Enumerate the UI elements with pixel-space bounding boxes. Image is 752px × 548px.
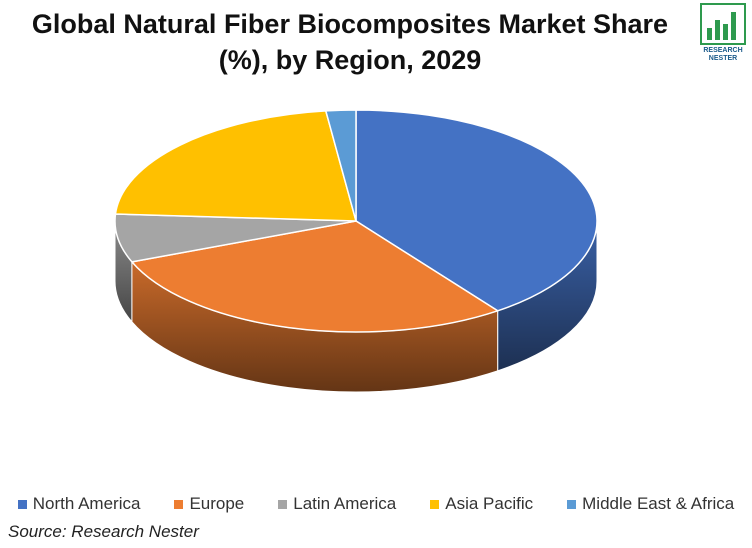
legend-label: North America bbox=[32, 494, 141, 513]
chart-title-line-2: (%), by Region, 2029 bbox=[218, 45, 482, 75]
legend-item[interactable]: Europe bbox=[174, 494, 244, 514]
legend-swatch bbox=[430, 499, 440, 509]
legend-label: Asia Pacific bbox=[445, 494, 534, 513]
legend-label: Latin America bbox=[293, 494, 397, 513]
legend-swatch bbox=[278, 499, 288, 509]
legend-item[interactable]: Middle East & Africa bbox=[567, 494, 734, 514]
pie-slice-middle-east-africa[interactable] bbox=[325, 109, 357, 222]
pie-slice-europe[interactable] bbox=[131, 220, 499, 333]
pie-chart bbox=[114, 109, 598, 393]
legend-item[interactable]: Asia Pacific bbox=[430, 494, 533, 514]
legend-swatch bbox=[174, 499, 184, 509]
legend-item[interactable]: Latin America bbox=[278, 494, 396, 514]
pie-slice-latin-america[interactable] bbox=[114, 213, 357, 263]
logo-text-line-2: NESTER bbox=[709, 55, 737, 62]
chart-title: Global Natural Fiber Biocomposites Marke… bbox=[0, 6, 700, 78]
chart-title-line-1: Global Natural Fiber Biocomposites Marke… bbox=[31, 9, 669, 39]
source-note: Source: Research Nester bbox=[8, 522, 199, 541]
logo-text-line-1: RESEARCH bbox=[703, 47, 742, 54]
legend-label: Europe bbox=[189, 494, 245, 513]
legend-swatch bbox=[17, 499, 27, 509]
legend-item[interactable]: North America bbox=[17, 494, 141, 514]
pie-slice-north-america[interactable] bbox=[355, 109, 598, 312]
research-nester-logo: RESEARCH NESTER bbox=[700, 3, 746, 62]
legend: North America Europe Latin America Asia Pac… bbox=[0, 494, 752, 514]
legend-label: Middle East & Africa bbox=[582, 494, 735, 513]
legend-swatch bbox=[567, 499, 577, 509]
pie-slice-asia-pacific[interactable] bbox=[114, 110, 357, 222]
